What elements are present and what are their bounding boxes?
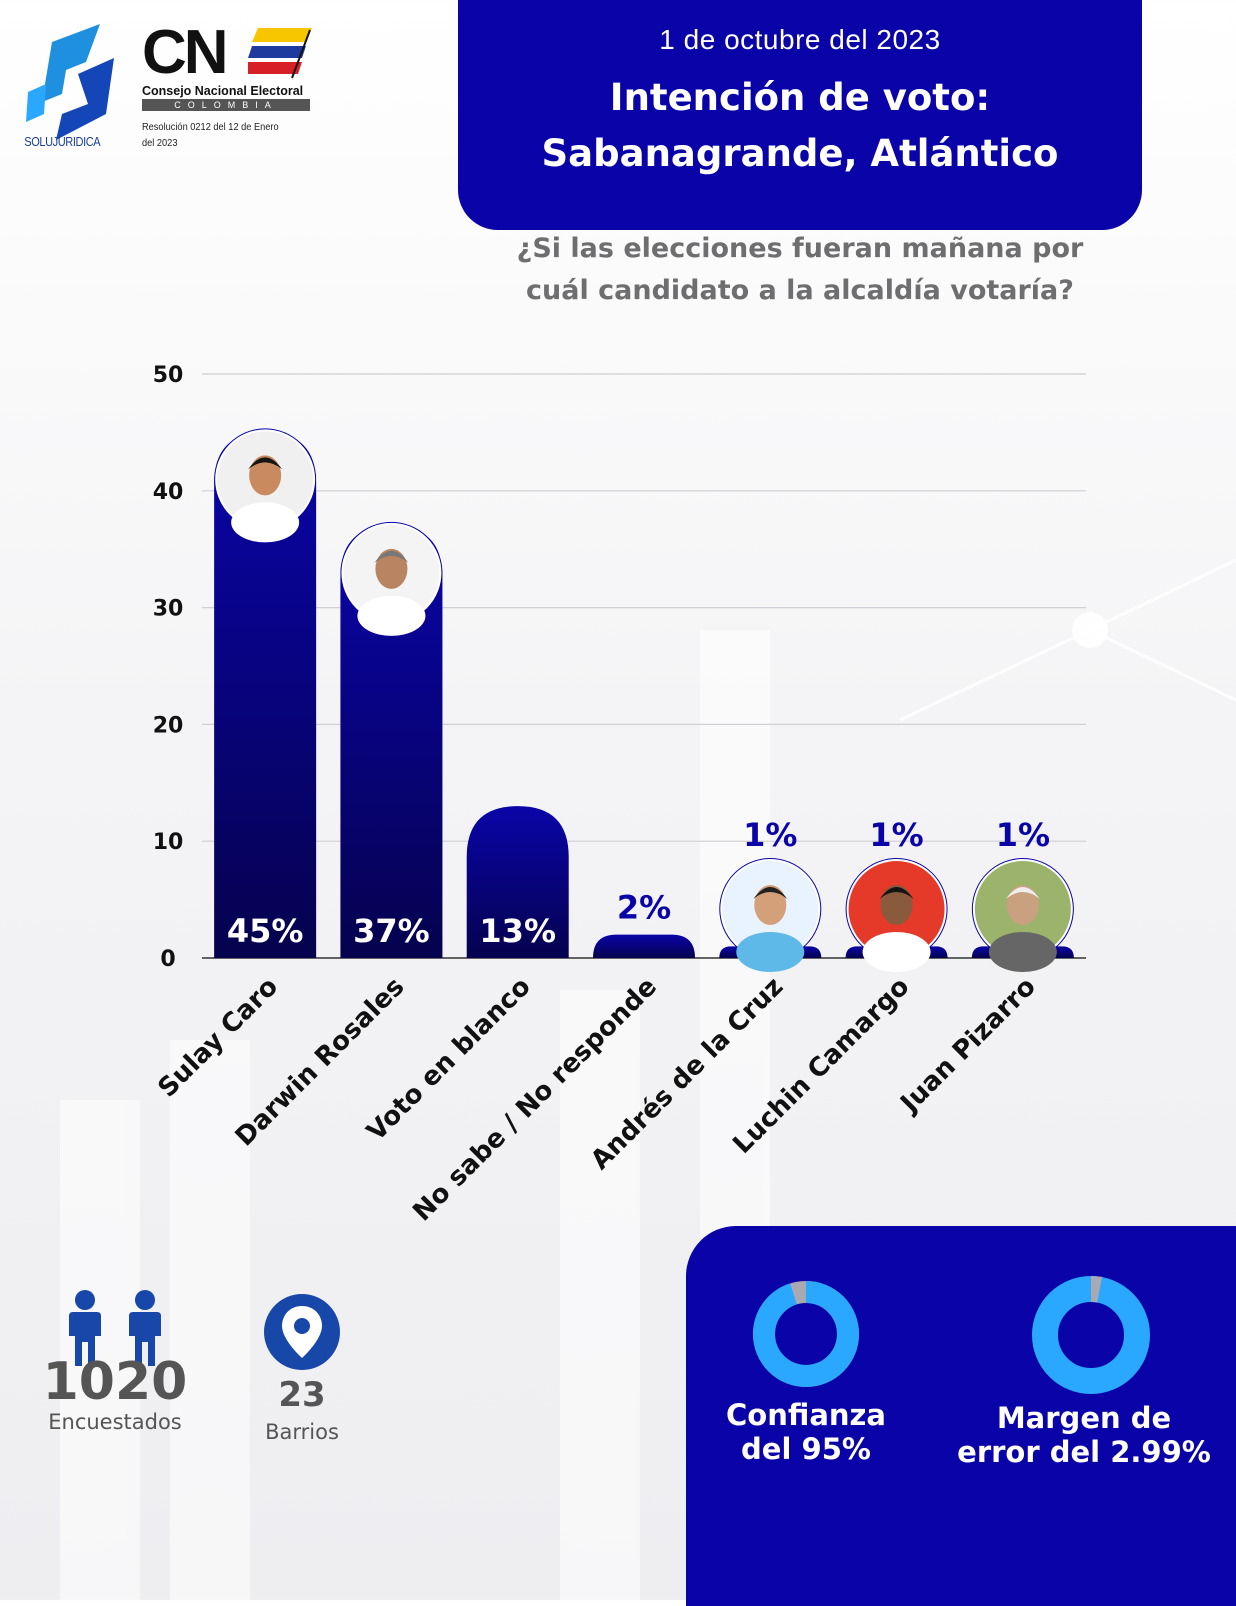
colombia-flag-icon <box>248 28 312 79</box>
bar <box>466 806 569 958</box>
error-margin-label: Margen de error del 2.99% <box>954 1401 1214 1469</box>
question-line-2: cuál candidato a la alcaldía votaría? <box>526 275 1074 306</box>
question-line-1: ¿Si las elecciones fueran mañana por <box>516 233 1084 264</box>
barrios-count: 23 <box>278 1375 326 1415</box>
bar <box>214 432 317 958</box>
metrics-panel: Confianza del 95% Margen de error del 2.… <box>686 1226 1236 1606</box>
cne-resolution: Resolución 0212 del 12 de Enero del 2023 <box>142 121 279 149</box>
survey-date: 1 de octubre del 2023 <box>659 24 941 55</box>
barrios-stat: 23 Barrios <box>250 1292 354 1444</box>
y-tick-label: 10 <box>153 830 184 855</box>
respondents-stat: 1020 Encuestados <box>40 1290 190 1434</box>
candidate-photo <box>845 858 948 972</box>
confidence-label-line-1: Confianza <box>725 1398 886 1432</box>
location-pin-icon <box>264 1294 340 1370</box>
respondents-count: 1020 <box>42 1352 188 1412</box>
bar-value-label: 1% <box>996 816 1050 854</box>
y-tick-label: 0 <box>160 947 175 972</box>
respondents-label: Encuestados <box>48 1410 182 1434</box>
candidate-photo <box>214 428 317 543</box>
title-line-2: Sabanagrande, Atlántico <box>541 132 1059 175</box>
cne-logo: CN Consejo Nacional Electoral COLOMBIA R… <box>142 18 322 151</box>
bar-value-label: 1% <box>743 816 797 854</box>
solujuridica-logo <box>26 24 114 140</box>
cne-logo-letters: CN <box>142 18 229 87</box>
barrios-label: Barrios <box>265 1420 339 1444</box>
bar-value-label: 1% <box>869 816 923 854</box>
y-tick-label: 40 <box>153 480 184 505</box>
cne-country: COLOMBIA <box>142 99 310 111</box>
survey-question: ¿Si las elecciones fueran mañana por cuá… <box>440 228 1160 312</box>
solujuridica-logo-text: SOLUJURIDICA <box>24 134 101 149</box>
confidence-label: Confianza del 95% <box>706 1398 906 1466</box>
bar-value-label: 37% <box>353 912 430 950</box>
page-title: Intención de voto: Sabanagrande, Atlánti… <box>458 70 1142 182</box>
y-tick-label: 30 <box>153 597 184 622</box>
y-tick-label: 50 <box>153 363 184 388</box>
title-line-1: Intención de voto: <box>609 76 991 119</box>
bar <box>593 934 695 958</box>
error-margin-donut <box>1032 1276 1150 1394</box>
people-icon <box>69 1290 161 1366</box>
error-label-line-1: Margen de <box>996 1401 1172 1435</box>
cne-name: Consejo Nacional Electoral <box>142 84 304 98</box>
y-tick-label: 20 <box>153 713 184 738</box>
bar-value-label: 13% <box>479 912 556 950</box>
x-category-label: No sabe / No responde <box>407 972 663 1228</box>
x-category-label: Sulay Caro <box>152 972 284 1104</box>
bar-value-label: 45% <box>227 912 304 950</box>
candidate-photo <box>719 858 822 972</box>
bar-value-label: 2% <box>617 889 671 927</box>
confidence-label-line-2: del 95% <box>741 1432 871 1466</box>
confidence-donut <box>753 1281 859 1387</box>
candidate-photo <box>340 521 443 636</box>
candidate-photo <box>971 858 1074 972</box>
header-banner: 1 de octubre del 2023 Intención de voto:… <box>458 0 1142 230</box>
error-label-line-2: error del 2.99% <box>957 1435 1211 1469</box>
bar <box>340 525 443 958</box>
x-category-label: Juan Pizarro <box>894 972 1042 1120</box>
